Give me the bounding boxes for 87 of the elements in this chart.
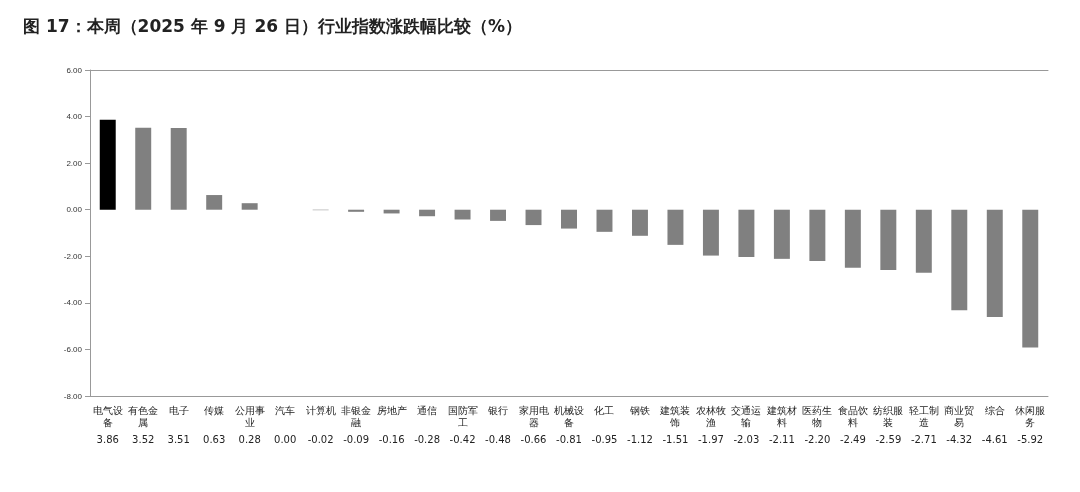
- data-label: -0.09: [343, 433, 370, 445]
- x-tick-label: 农林牧渔: [695, 404, 726, 428]
- x-tick-label: 国防军工: [447, 404, 478, 428]
- y-tick-label: -6.00: [63, 344, 83, 354]
- bar: [667, 209, 684, 245]
- x-tick-label: 轻工制造: [908, 404, 939, 428]
- bar: [986, 209, 1003, 318]
- x-tick-label: 家用电器: [518, 404, 549, 428]
- x-tick-label: 建筑装饰: [659, 404, 691, 428]
- x-tick-label: 有色金属: [128, 404, 159, 428]
- data-label: -2.49: [839, 433, 866, 445]
- bar: [135, 127, 152, 210]
- data-label: -0.81: [556, 433, 582, 445]
- bar: [702, 209, 719, 256]
- data-label: 3.86: [96, 433, 119, 445]
- x-tick-label: 汽车: [275, 404, 296, 416]
- data-label: 0.63: [203, 433, 226, 445]
- x-tick-label: 房地产: [376, 404, 407, 416]
- y-tick-label: -8.00: [63, 391, 83, 401]
- x-tick-label: 机械设备: [554, 404, 584, 428]
- bar: [844, 209, 861, 268]
- bar: [809, 209, 826, 261]
- data-label: -1.51: [662, 433, 689, 445]
- x-tick-label: 交通运输: [731, 404, 762, 428]
- data-label: -2.71: [910, 433, 937, 445]
- bar: [915, 209, 932, 273]
- x-tick-label: 公用事业: [234, 404, 265, 428]
- bar: [880, 209, 897, 271]
- x-tick-label: 建筑材料: [765, 404, 797, 428]
- chart-title: 图 17：本周（2025 年 9 月 26 日）行业指数涨跌幅比较（%）: [23, 15, 523, 36]
- y-tick-label: -4.00: [63, 298, 83, 308]
- data-label: -0.16: [378, 433, 405, 445]
- data-label: -1.12: [627, 433, 653, 445]
- x-tick-label: 休闲服务: [1015, 404, 1046, 428]
- data-label: -2.03: [733, 433, 760, 445]
- x-tick-label: 商业贸易: [944, 404, 975, 428]
- bar: [241, 203, 258, 210]
- y-tick-label: 6.00: [66, 65, 83, 75]
- data-label: -0.42: [449, 433, 476, 445]
- x-tick-label: 化工: [594, 404, 615, 416]
- x-tick-label: 计算机: [305, 404, 336, 416]
- bar: [348, 209, 365, 212]
- data-label: -0.48: [485, 433, 511, 445]
- data-label: 3.52: [132, 433, 155, 445]
- bar: [99, 119, 116, 210]
- x-tick-label: 银行: [487, 404, 509, 416]
- x-tick-label: 钢铁: [628, 404, 650, 416]
- bar: [951, 209, 968, 311]
- bar: [419, 209, 436, 217]
- y-tick-label: 2.00: [66, 158, 83, 168]
- data-label: -0.02: [307, 433, 334, 445]
- data-label: -0.28: [414, 433, 441, 445]
- data-label: -0.66: [520, 433, 547, 445]
- data-label: -0.95: [591, 433, 618, 445]
- y-tick-label: -2.00: [63, 251, 83, 261]
- bar: [170, 127, 187, 210]
- x-tick-label: 电子: [168, 404, 189, 416]
- x-tick-label: 电气设备: [92, 404, 123, 428]
- data-label: -1.97: [697, 433, 724, 445]
- x-tick-label: 食品饮料: [837, 404, 868, 428]
- bar: [631, 209, 648, 236]
- data-label: 0.28: [238, 433, 261, 445]
- data-label: 0.00: [274, 433, 297, 445]
- x-tick-label: 传媒: [204, 404, 225, 416]
- y-tick-label: 0.00: [66, 205, 83, 215]
- bar: [206, 195, 223, 210]
- bar: [490, 209, 507, 221]
- x-tick-label: 非银金融: [341, 404, 372, 428]
- y-tick-label: 4.00: [66, 112, 83, 122]
- bar: [525, 209, 542, 226]
- bar: [561, 209, 577, 229]
- bar: [1022, 209, 1039, 348]
- data-label: 3.51: [167, 433, 190, 445]
- x-tick-label: 通信: [417, 404, 438, 416]
- bar: [773, 209, 790, 259]
- x-tick-label: 纺织服装: [873, 404, 904, 428]
- bar: [454, 209, 471, 220]
- bar: [596, 209, 613, 232]
- bar: [738, 209, 755, 257]
- x-tick-label: 医药生物: [802, 404, 833, 428]
- data-label: -2.20: [804, 433, 831, 445]
- data-label: -4.32: [946, 433, 973, 445]
- data-label: -2.59: [875, 433, 902, 445]
- data-label: -2.11: [768, 433, 795, 445]
- x-tick-label: 综合: [984, 404, 1005, 416]
- data-label: -4.61: [981, 433, 1008, 445]
- data-label: -5.92: [1017, 433, 1044, 445]
